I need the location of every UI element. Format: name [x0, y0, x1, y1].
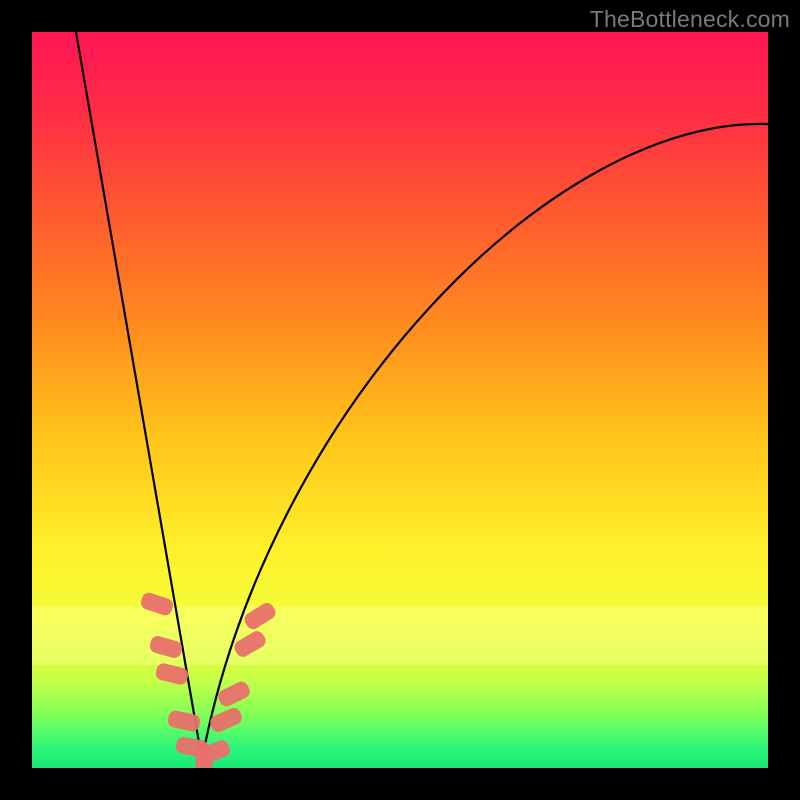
curve-marker: [154, 662, 189, 686]
curve-marker: [148, 634, 183, 659]
curve-marker: [242, 600, 278, 631]
curve-marker: [139, 591, 175, 617]
watermark-text: TheBottleneck.com: [590, 6, 790, 33]
curve-marker: [216, 679, 252, 708]
curve-marker: [232, 629, 268, 660]
plot-area: [32, 32, 768, 768]
chart-overlay: [32, 32, 768, 768]
marker-layer: [139, 591, 278, 768]
curve-marker: [167, 709, 202, 732]
chart-frame: TheBottleneck.com: [0, 0, 800, 800]
